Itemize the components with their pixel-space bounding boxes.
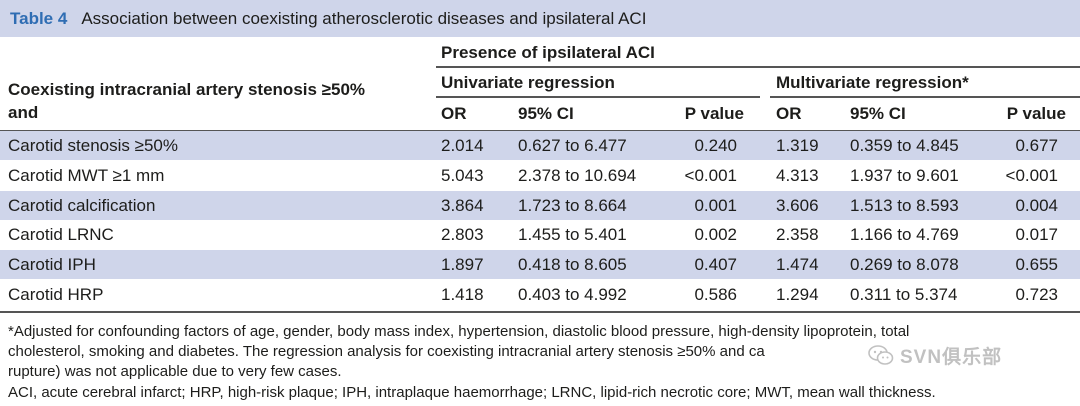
univariate-p-value: <0.001 [684, 166, 737, 185]
multivariate-rule [770, 96, 1080, 98]
multivariate-ci: 1.513 to 8.593 [850, 196, 959, 215]
row-header-line2: and [8, 103, 39, 122]
multivariate-p-value: 0.723 [1015, 285, 1058, 304]
univariate-or: 5.043 [441, 166, 484, 185]
univariate-ci: 0.403 to 4.992 [518, 285, 627, 304]
watermark: SVN俱乐部 [868, 338, 1078, 372]
multivariate-ci: 1.166 to 4.769 [850, 225, 959, 244]
col-header-uni-p: P value [684, 104, 744, 123]
footnote-line-1: *Adjusted for confounding factors of age… [8, 323, 910, 340]
table-row [0, 250, 1080, 279]
col-header-uni-or: OR [441, 104, 467, 123]
multivariate-or: 3.606 [776, 196, 819, 215]
row-header-line1: Coexisting intracranial artery stenosis … [8, 80, 366, 99]
univariate-or: 1.897 [441, 255, 484, 274]
multivariate-or: 1.294 [776, 285, 819, 304]
row-label: Carotid MWT ≥1 mm [8, 166, 165, 185]
group-header-rule [436, 66, 1080, 68]
header-bottom-rule [0, 130, 1080, 132]
row-label: Carotid calcification [8, 196, 156, 215]
univariate-or: 2.803 [441, 225, 484, 244]
col-header-multi-or: OR [776, 104, 802, 123]
footnote-line-2: cholesterol, smoking and diabetes. The r… [8, 343, 765, 360]
table-bottom-rule [0, 311, 1080, 313]
univariate-ci: 0.418 to 8.605 [518, 255, 627, 274]
multivariate-or: 4.313 [776, 166, 819, 185]
univariate-ci: 1.455 to 5.401 [518, 225, 627, 244]
multivariate-or: 1.474 [776, 255, 819, 274]
row-label: Carotid HRP [8, 285, 104, 304]
footnote-line-3: rupture) was not applicable due to very … [8, 363, 342, 380]
table-title-bar: Table 4 Association between coexisting a… [0, 0, 1080, 37]
multivariate-or: 2.358 [776, 225, 819, 244]
table-label: Table 4 [10, 8, 68, 28]
row-label: Carotid stenosis ≥50% [8, 136, 178, 155]
univariate-header: Univariate regression [441, 73, 615, 92]
univariate-ci: 2.378 to 10.694 [518, 166, 637, 185]
univariate-or: 1.418 [441, 285, 484, 304]
univariate-or: 3.864 [441, 196, 484, 215]
univariate-rule [436, 96, 760, 98]
univariate-p-value: 0.001 [694, 196, 737, 215]
multivariate-p-value: 0.017 [1015, 225, 1058, 244]
multivariate-p-value: <0.001 [1005, 166, 1058, 185]
multivariate-ci: 1.937 to 9.601 [850, 166, 959, 185]
wechat-icon [868, 345, 894, 365]
row-label: Carotid IPH [8, 255, 96, 274]
univariate-p-value: 0.586 [694, 285, 737, 304]
univariate-ci: 0.627 to 6.477 [518, 136, 627, 155]
group-header: Presence of ipsilateral ACI [441, 43, 655, 62]
multivariate-ci: 0.359 to 4.845 [850, 136, 959, 155]
univariate-p-value: 0.240 [694, 136, 737, 155]
multivariate-or: 1.319 [776, 136, 819, 155]
univariate-p-value: 0.002 [694, 225, 737, 244]
multivariate-ci: 0.269 to 8.078 [850, 255, 959, 274]
univariate-or: 2.014 [441, 136, 484, 155]
col-header-multi-ci: 95% CI [850, 104, 906, 123]
table-row [0, 191, 1080, 220]
table-row [0, 131, 1080, 160]
univariate-ci: 1.723 to 8.664 [518, 196, 627, 215]
col-header-uni-ci: 95% CI [518, 104, 574, 123]
watermark-text: SVN俱乐部 [900, 346, 1003, 368]
table-title: Association between coexisting atheroscl… [81, 8, 647, 28]
row-label: Carotid LRNC [8, 225, 114, 244]
univariate-p-value: 0.407 [694, 255, 737, 274]
multivariate-p-value: 0.655 [1015, 255, 1058, 274]
multivariate-ci: 0.311 to 5.374 [850, 285, 958, 304]
multivariate-p-value: 0.004 [1015, 196, 1058, 215]
col-header-multi-p: P value [1006, 104, 1066, 123]
footnote-abbreviations: ACI, acute cerebral infarct; HRP, high-r… [8, 384, 936, 401]
multivariate-p-value: 0.677 [1015, 136, 1058, 155]
multivariate-header: Multivariate regression* [776, 73, 969, 92]
